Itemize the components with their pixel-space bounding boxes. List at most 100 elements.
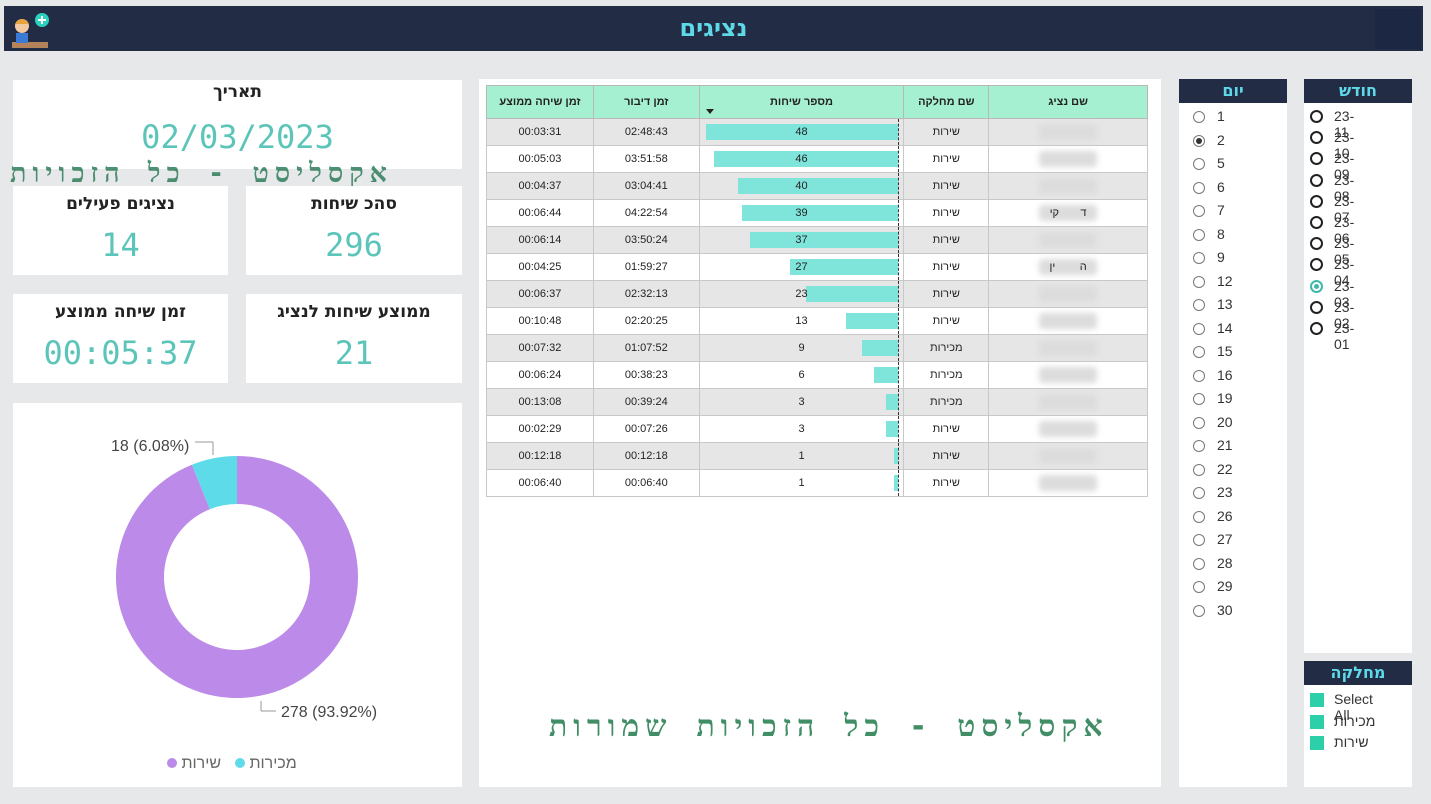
header-avg-call-time[interactable]: זמן שיחה ממוצע [486, 85, 594, 119]
radio-button[interactable] [1193, 299, 1205, 311]
radio-button[interactable] [1193, 252, 1205, 264]
table-row[interactable]: 00:02:29 00:07:26 3 שירות [486, 415, 1148, 443]
radio-button[interactable] [1310, 194, 1323, 208]
table-row[interactable]: 00:12:18 00:12:18 1 שירות [486, 442, 1148, 470]
call-center-agent-icon [12, 13, 49, 48]
calls-data-bar [705, 124, 898, 140]
day-slicer: יום 1 2 5 6 7 8 9 12 13 14 15 16 19 20 21 22 23 26 27 28 29 3… [1179, 79, 1287, 787]
table-row[interactable]: 00:06:44 04:22:54 39 שירות ד קי [486, 199, 1148, 227]
cell-talk-time: 04:22:54 [592, 199, 700, 227]
cell-calls-count: 3 [698, 415, 905, 443]
header-calls-count[interactable]: מספר שיחות [698, 85, 905, 119]
checkbox[interactable] [1310, 693, 1324, 707]
table-row[interactable]: 00:03:31 02:48:43 48 שירות [486, 118, 1148, 146]
radio-button[interactable] [1310, 152, 1323, 166]
radio-button[interactable] [1310, 258, 1323, 272]
table-row[interactable]: 00:06:14 03:50:24 37 שירות [486, 226, 1148, 254]
sort-desc-icon[interactable] [705, 109, 714, 114]
blurred-name [1039, 178, 1098, 194]
day-slicer-title: יום [1179, 79, 1287, 103]
radio-button[interactable] [1193, 369, 1205, 382]
radio-button[interactable] [1193, 534, 1205, 546]
table-row[interactable]: 00:07:32 01:07:52 9 מכירות [486, 334, 1148, 362]
calls-count-value: 48 [795, 126, 808, 138]
radio-button[interactable] [1193, 134, 1205, 147]
table-row[interactable]: 00:04:37 03:04:41 40 שירות [486, 172, 1148, 200]
header-department[interactable]: שם מחלקה [903, 85, 990, 119]
table-row[interactable]: 00:13:08 00:39:24 3 מכירות [486, 388, 1148, 416]
legend-item-sales[interactable]: מכירות [235, 755, 297, 773]
table-row[interactable]: 00:05:03 03:51:58 46 שירות [486, 145, 1148, 173]
checkbox[interactable] [1310, 714, 1324, 729]
donut-slice-service[interactable] [116, 456, 358, 698]
table-row[interactable]: 00:04:25 01:59:27 27 שירות ה ין [486, 253, 1148, 281]
table-row[interactable]: 00:06:40 00:06:40 1 שירות [486, 469, 1148, 497]
radio-button[interactable] [1193, 228, 1205, 241]
month-option-label: 23-10 [1334, 129, 1355, 162]
day-option-label: 6 [1217, 178, 1225, 195]
cell-talk-time: 03:50:24 [592, 226, 700, 254]
cell-department: שירות [903, 280, 990, 308]
radio-button[interactable] [1193, 510, 1205, 523]
cell-talk-time: 00:12:18 [592, 442, 700, 470]
radio-button[interactable] [1193, 440, 1205, 452]
radio-button[interactable] [1193, 346, 1205, 358]
calls-data-bar [741, 205, 898, 221]
table-row[interactable]: 00:06:37 02:32:13 23 שירות [486, 280, 1148, 308]
header-calls-count-label: מספר שיחות [770, 96, 834, 108]
table-row[interactable]: 00:10:48 02:20:25 13 שירות [486, 307, 1148, 335]
table-row[interactable]: 00:06:24 00:38:23 6 מכירות [486, 361, 1148, 389]
cell-avg-call-time: 00:06:44 [486, 199, 594, 227]
blurred-name [1039, 286, 1098, 302]
radio-button[interactable] [1310, 216, 1323, 229]
blurred-name [1039, 124, 1098, 140]
radio-button[interactable] [1310, 300, 1323, 314]
donut-slice-sales[interactable] [191, 456, 237, 510]
cell-department: שירות [903, 253, 990, 281]
radio-button[interactable] [1193, 557, 1205, 570]
checkbox[interactable] [1310, 736, 1324, 750]
calls-count-value: 3 [798, 423, 805, 435]
month-option-label: 23-11 [1334, 108, 1355, 140]
radio-button[interactable] [1310, 279, 1323, 293]
day-option-label: 5 [1217, 155, 1225, 171]
radio-button[interactable] [1193, 393, 1205, 405]
radio-button[interactable] [1193, 205, 1205, 217]
radio-button[interactable] [1310, 131, 1323, 145]
radio-button[interactable] [1310, 237, 1323, 251]
radio-button[interactable] [1193, 111, 1205, 123]
header-talk-time[interactable]: זמן דיבור [592, 85, 700, 119]
cell-avg-call-time: 00:05:03 [486, 145, 594, 173]
radio-button[interactable] [1193, 158, 1205, 170]
calls-data-bar [873, 367, 898, 383]
cell-calls-count: 39 [698, 199, 905, 227]
radio-button[interactable] [1193, 604, 1205, 617]
radio-button[interactable] [1193, 181, 1205, 194]
radio-button[interactable] [1193, 487, 1205, 499]
cell-rep-name [988, 334, 1148, 362]
radio-button[interactable] [1310, 173, 1323, 187]
month-option-label: 23-06 [1334, 214, 1355, 246]
legend-item-service[interactable]: שירות [167, 755, 221, 773]
cell-talk-time: 01:59:27 [592, 253, 700, 281]
radio-button[interactable] [1310, 322, 1323, 335]
cell-calls-count: 23 [698, 280, 905, 308]
reps-table: זמן שיחה ממוצע זמן דיבור מספר שיחות שם מ… [486, 85, 1148, 497]
day-option-label: 19 [1217, 390, 1233, 406]
header-corner-button[interactable] [1375, 9, 1421, 49]
radio-button[interactable] [1193, 416, 1205, 429]
radio-button[interactable] [1310, 110, 1323, 123]
day-option-label: 30 [1217, 601, 1233, 618]
radio-button[interactable] [1193, 581, 1205, 593]
bar-axis-line [897, 119, 899, 145]
radio-button[interactable] [1193, 463, 1205, 476]
radio-button[interactable] [1193, 275, 1205, 288]
radio-button[interactable] [1193, 322, 1205, 335]
bar-axis-line [897, 146, 899, 172]
header-rep-name[interactable]: שם נציג [988, 85, 1148, 119]
month-option-label: 23-07 [1334, 192, 1355, 225]
day-option-label: 16 [1217, 366, 1233, 383]
calls-count-value: 40 [795, 180, 808, 192]
cell-calls-count: 46 [698, 145, 905, 173]
cell-talk-time: 00:07:26 [592, 415, 700, 443]
